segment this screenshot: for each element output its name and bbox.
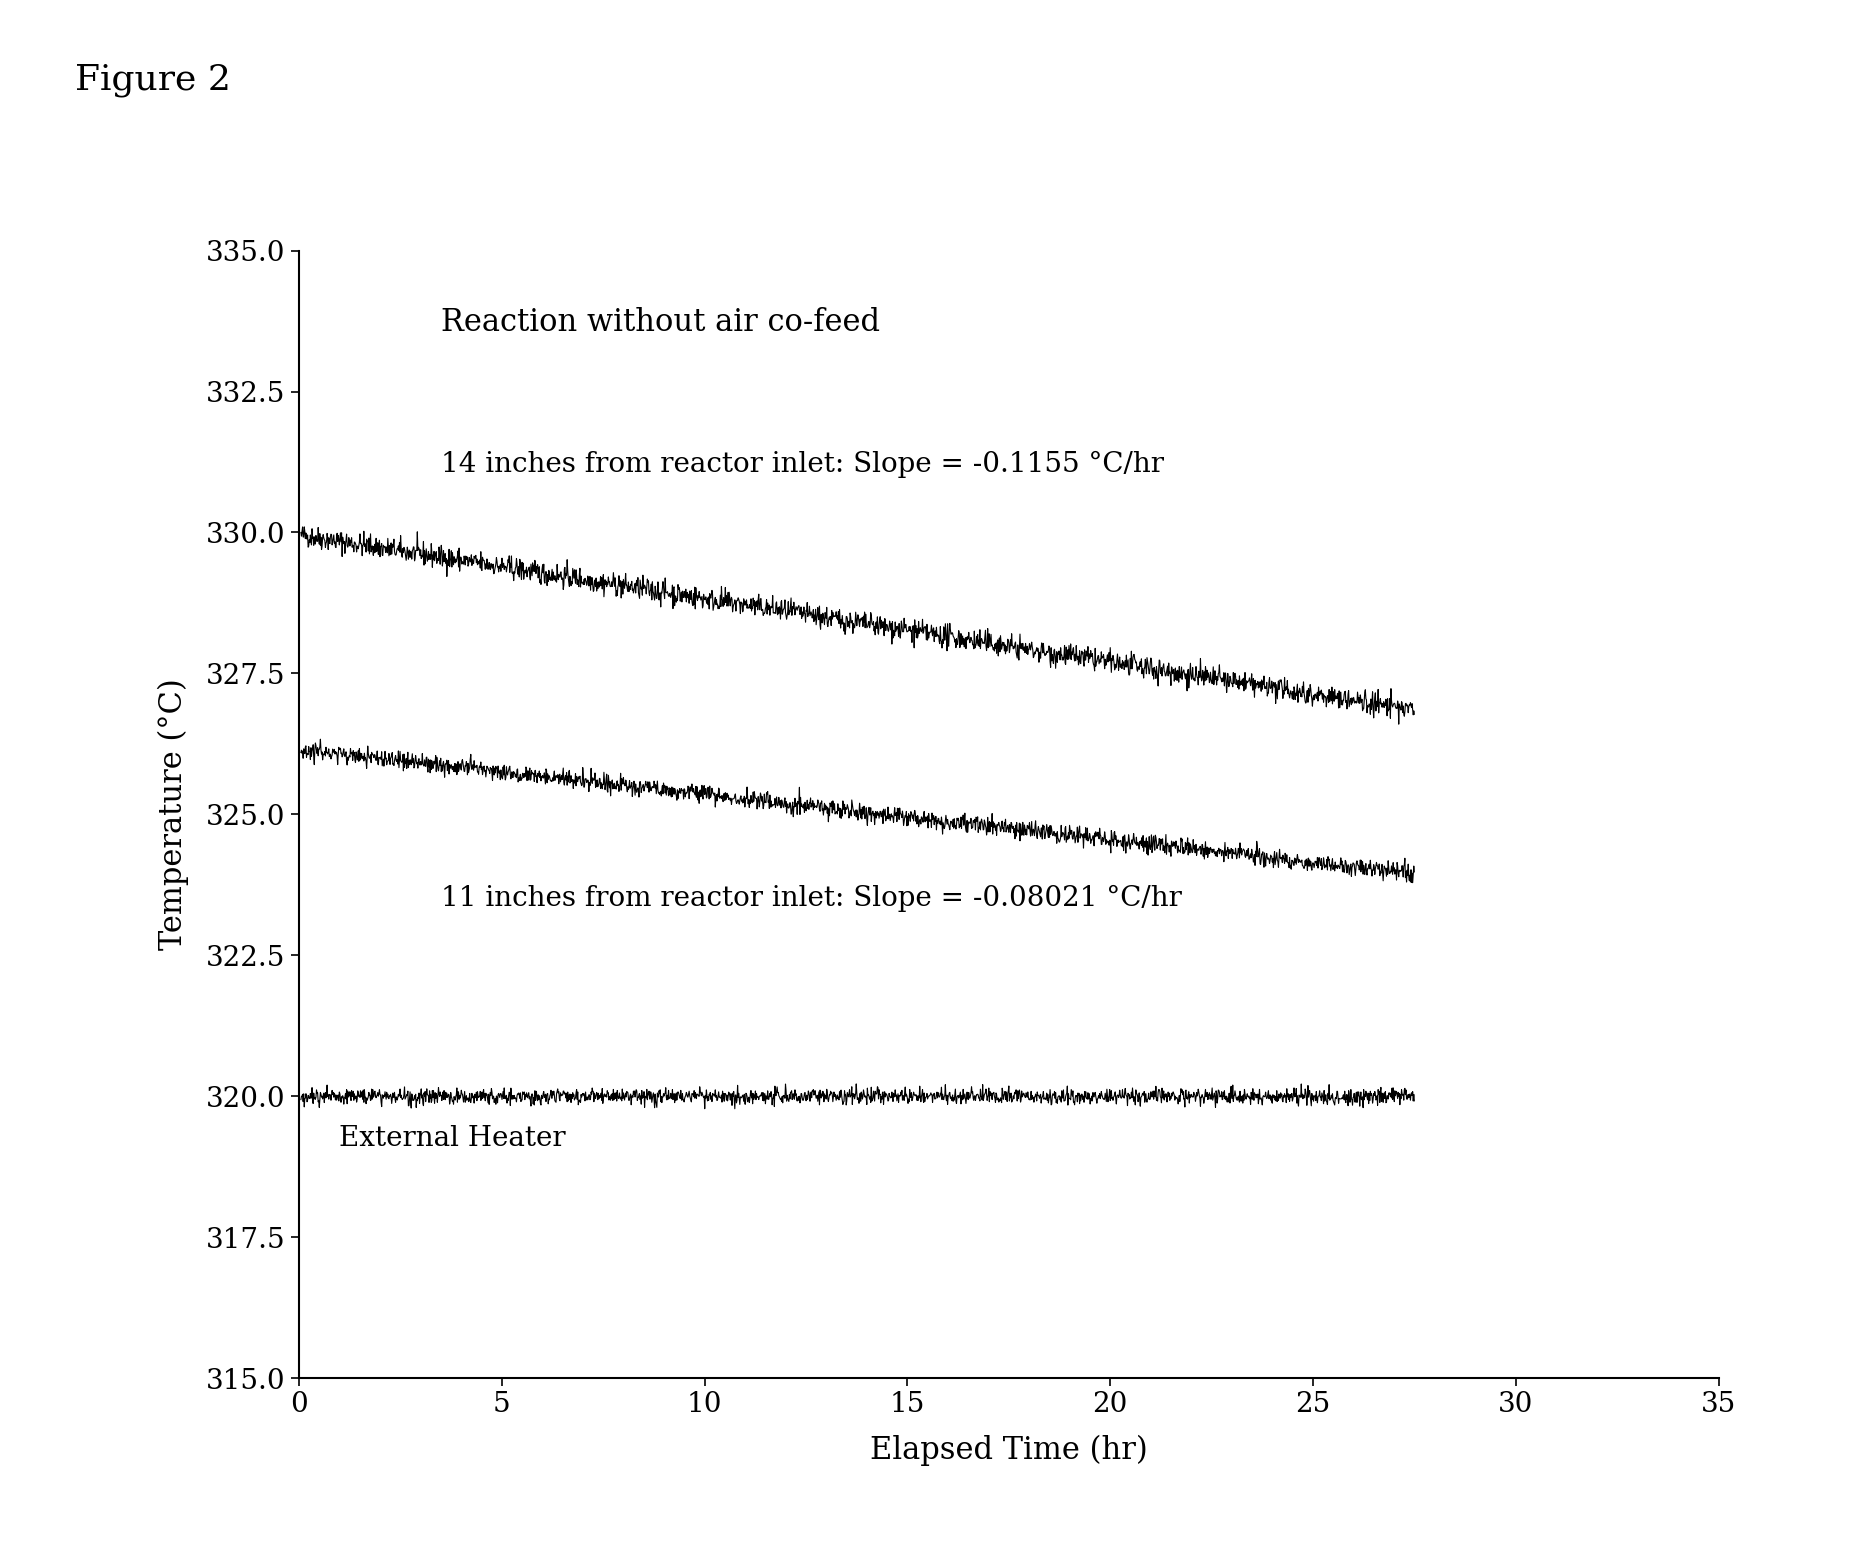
Text: 14 inches from reactor inlet: Slope = -0.1155 °C/hr: 14 inches from reactor inlet: Slope = -0… bbox=[441, 451, 1164, 478]
Text: 11 inches from reactor inlet: Slope = -0.08021 °C/hr: 11 inches from reactor inlet: Slope = -0… bbox=[441, 885, 1182, 913]
X-axis label: Elapsed Time (hr): Elapsed Time (hr) bbox=[870, 1434, 1147, 1466]
Text: Reaction without air co-feed: Reaction without air co-feed bbox=[441, 307, 880, 338]
Y-axis label: Temperature (°C): Temperature (°C) bbox=[159, 678, 189, 951]
Text: External Heater: External Heater bbox=[340, 1124, 566, 1153]
Text: Figure 2: Figure 2 bbox=[75, 63, 230, 97]
